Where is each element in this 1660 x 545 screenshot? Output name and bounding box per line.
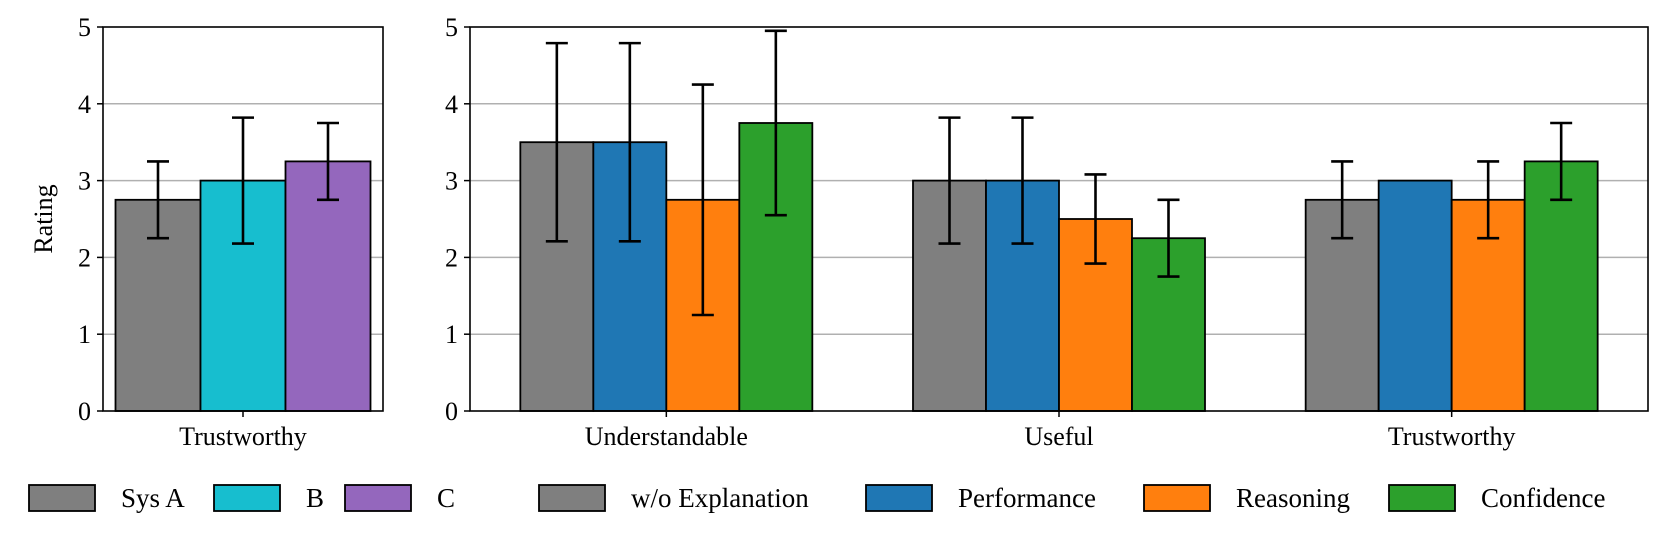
panel-1: Trustworthy 0 1 2 3 4 5 Rating Sys A B C	[28, 13, 455, 513]
legend-swatch	[1143, 484, 1211, 512]
axes-frame	[469, 26, 1649, 412]
legend-label: Reasoning	[1236, 483, 1350, 513]
y-tick-label: 5	[78, 13, 91, 42]
x-tick-label: Useful	[1024, 422, 1093, 451]
y-tick-label: 3	[445, 167, 458, 196]
y-tick-label: 1	[78, 320, 91, 349]
legend-swatch	[538, 484, 606, 512]
y-tick-label: 4	[445, 90, 458, 119]
legend-label: B	[306, 483, 324, 513]
legend-item: Confidence	[1388, 483, 1605, 513]
legend-swatch	[344, 484, 412, 512]
y-tick-label: 2	[78, 243, 91, 272]
y-tick-label: 4	[78, 90, 91, 119]
legend-label: C	[437, 483, 455, 513]
axes-frame	[102, 26, 384, 412]
legend-label: Sys A	[121, 483, 185, 513]
legend-swatch	[28, 484, 96, 512]
y-tick-label: 1	[445, 320, 458, 349]
legend-item: Reasoning	[1143, 483, 1350, 513]
legend-item: B	[213, 483, 324, 513]
legend-swatch	[213, 484, 281, 512]
y-tick-label: 3	[78, 167, 91, 196]
bar	[1377, 179, 1453, 412]
legend-label: Performance	[958, 483, 1096, 513]
legend-item: C	[344, 483, 455, 513]
y-tick-label: 2	[445, 243, 458, 272]
x-tick-label: Trustworthy	[1388, 422, 1516, 451]
legend-label: w/o Explanation	[631, 483, 809, 513]
y-tick-label: 0	[78, 397, 91, 426]
legend-swatch	[1388, 484, 1456, 512]
legend-label: Confidence	[1481, 483, 1605, 513]
legend-item: Performance	[865, 483, 1096, 513]
y-tick-label: 5	[445, 13, 458, 42]
legend-swatch	[865, 484, 933, 512]
panel-2: Understandable Useful Trustworthy 0 1 2 3 4 5 w/o…	[445, 13, 1649, 513]
y-tick-label: 0	[445, 397, 458, 426]
legend-item: w/o Explanation	[538, 483, 809, 513]
legend: w/o Explanation Performance Reasoning Confi…	[538, 483, 1605, 513]
x-tick-label: Trustworthy	[179, 422, 307, 451]
legend-item: Sys A	[28, 483, 185, 513]
x-tick-label: Understandable	[585, 422, 748, 451]
bar	[284, 160, 372, 412]
legend: Sys A B C	[28, 483, 455, 513]
y-axis-label: Rating	[29, 184, 58, 253]
